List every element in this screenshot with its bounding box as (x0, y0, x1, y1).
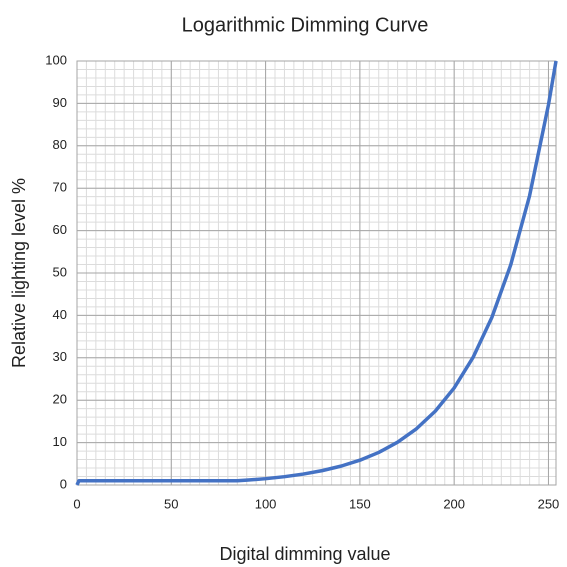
y-axis-title: Relative lighting level % (9, 178, 29, 368)
y-tick-label: 30 (53, 349, 67, 364)
y-tick-label: 0 (60, 476, 67, 491)
y-tick-label: 100 (45, 52, 67, 67)
plot-border (76, 60, 557, 486)
y-tick-label: 80 (53, 137, 67, 152)
y-tick-label: 40 (53, 307, 67, 322)
x-tick-label: 100 (255, 496, 277, 511)
x-tick-label: 0 (73, 496, 80, 511)
x-tick-label: 250 (538, 496, 560, 511)
y-tick-label: 20 (53, 392, 67, 407)
chart-title: Logarithmic Dimming Curve (182, 14, 429, 36)
y-tick-label: 70 (53, 180, 67, 195)
y-tick-label: 50 (53, 264, 67, 279)
x-axis-title: Digital dimming value (219, 544, 390, 564)
x-tick-label: 150 (349, 496, 371, 511)
y-tick-label: 90 (53, 95, 67, 110)
y-tick-label: 60 (53, 222, 67, 237)
y-tick-label: 10 (53, 434, 67, 449)
x-tick-label: 50 (164, 496, 178, 511)
x-tick-label: 200 (443, 496, 465, 511)
data-line (75, 60, 558, 486)
